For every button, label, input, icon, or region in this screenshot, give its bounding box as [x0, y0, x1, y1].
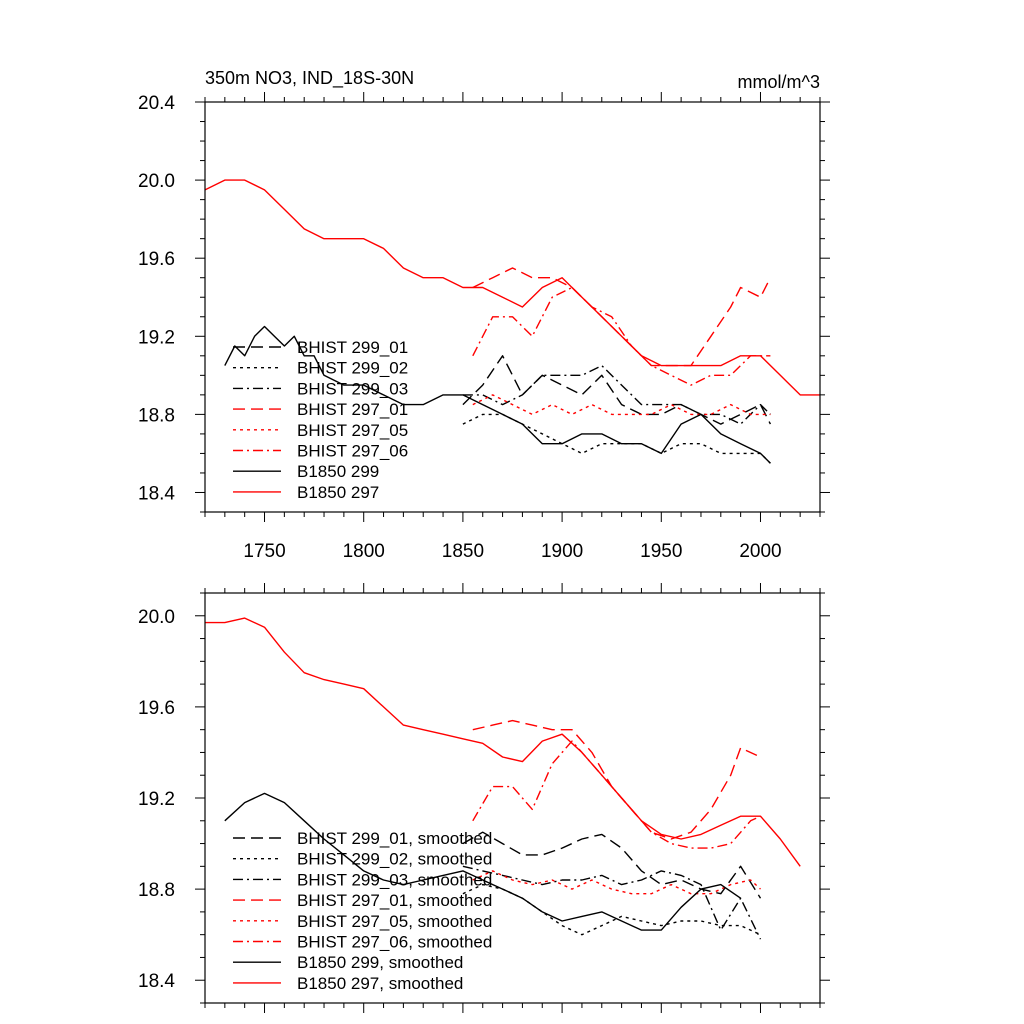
- legend-label: BHIST 297_01: [297, 400, 408, 419]
- y-tick-label: 19.2: [138, 789, 175, 810]
- x-tick-label: 1850: [442, 541, 484, 562]
- legend-label: BHIST 297_05, smoothed: [297, 912, 492, 931]
- bottom-plot-frame: [204, 592, 821, 1004]
- series-line-0: [462, 355, 772, 425]
- series-line-6: [224, 325, 771, 464]
- series-line-2: [462, 865, 762, 940]
- top-plot-frame: [204, 101, 821, 513]
- legend-label: B1850 299, smoothed: [297, 953, 463, 972]
- series-line-5: [472, 740, 761, 849]
- legend-label: BHIST 299_03, smoothed: [297, 870, 492, 889]
- y-tick-label: 19.6: [138, 698, 175, 719]
- series-line-3: [472, 267, 772, 367]
- y-tick-label: 20.4: [138, 93, 175, 114]
- legend-label: B1850 299: [297, 462, 379, 481]
- x-tick-label: 1900: [541, 541, 583, 562]
- units-label: mmol/m^3: [738, 72, 820, 92]
- y-tick-label: 20.0: [138, 171, 175, 192]
- y-tick-label: 18.4: [138, 483, 175, 504]
- y-tick-label: 18.4: [138, 971, 175, 992]
- legend-label: B1850 297, smoothed: [297, 974, 463, 993]
- x-tick-label: 1750: [243, 541, 285, 562]
- chart-title: 350m NO3, IND_18S-30N: [205, 68, 414, 89]
- y-tick-label: 19.2: [138, 327, 175, 348]
- series-line-7: [205, 617, 801, 867]
- y-tick-label: 18.8: [138, 880, 175, 901]
- series-line-7: [204, 179, 820, 396]
- legend-label: BHIST 297_01, smoothed: [297, 891, 492, 910]
- legend-label: BHIST 297_06, smoothed: [297, 933, 492, 952]
- x-tick-label: 1950: [640, 541, 682, 562]
- legend-label: BHIST 299_01, smoothed: [297, 829, 492, 848]
- series-line-5: [472, 286, 771, 386]
- y-tick-label: 20.0: [138, 607, 175, 628]
- x-tick-label: 2000: [739, 541, 781, 562]
- y-tick-label: 18.8: [138, 405, 175, 426]
- top-panel: 350m NO3, IND_18S-30N mmol/m^3 18.4 18.8 1…: [138, 68, 830, 562]
- y-tick-label: 19.6: [138, 249, 175, 270]
- series-line-0: [462, 831, 762, 899]
- series-line-1: [462, 413, 771, 464]
- series-line-2: [462, 364, 771, 425]
- legend-label: BHIST 297_06: [297, 442, 408, 461]
- bottom-panel: 18.4 18.8 19.2 19.6 20.0 BHIST 299_01, smoot…: [138, 583, 830, 1013]
- legend-label: BHIST 299_03: [297, 379, 408, 398]
- legend-label: BHIST 299_02, smoothed: [297, 850, 492, 869]
- x-tick-label: 1800: [343, 541, 385, 562]
- legend-label: B1850 297: [297, 483, 379, 502]
- series-line-4: [472, 870, 761, 895]
- series-line-1: [462, 883, 761, 936]
- series-line-3: [472, 719, 761, 840]
- legend-label: BHIST 297_05: [297, 421, 408, 440]
- legend-label: BHIST 299_01: [297, 338, 408, 357]
- series-line-6: [224, 792, 741, 931]
- legend-label: BHIST 299_02: [297, 359, 408, 378]
